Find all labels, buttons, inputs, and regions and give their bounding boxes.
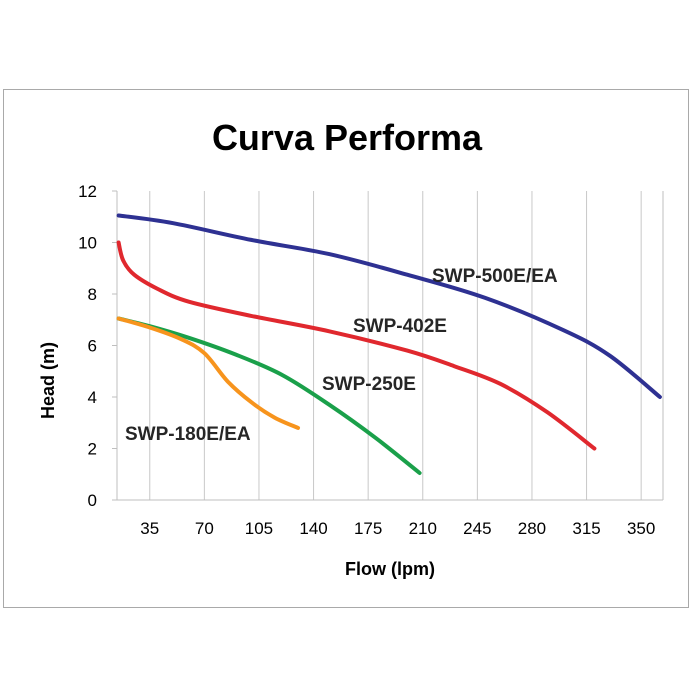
performance-chart: Curva Performa 35 70 105 140 175 210 245 280 315… [38, 117, 664, 579]
series-line-swp-180e-ea [116, 316, 300, 430]
x-tick-label-210: 210 [409, 519, 437, 538]
y-tick-label-12: 12 [78, 182, 97, 201]
x-tick-label-105: 105 [245, 519, 273, 538]
x-tick-label-350: 350 [627, 519, 655, 538]
series-label-swp-250e: SWP-250E [322, 374, 416, 395]
y-tick-label-0: 0 [88, 491, 97, 510]
series-label-swp-402e: SWP-402E [353, 316, 447, 337]
series-labels: SWP-500E/EA SWP-402E SWP-250E SWP-180E/EA [125, 266, 558, 445]
chart-title: Curva Performa [212, 117, 483, 158]
series-layer [116, 213, 662, 475]
x-axis-label: Flow (lpm) [345, 559, 435, 579]
y-tick-label-2: 2 [88, 440, 97, 459]
series-line-swp-402e [116, 240, 597, 451]
y-tick-label-8: 8 [88, 285, 97, 304]
x-tick-label-140: 140 [299, 519, 327, 538]
series-label-swp-180e-ea: SWP-180E/EA [125, 424, 251, 445]
series-label-swp-500e-ea: SWP-500E/EA [432, 266, 558, 287]
y-axis-label: Head (m) [38, 342, 58, 419]
x-tick-label-70: 70 [195, 519, 214, 538]
x-tick-label-280: 280 [518, 519, 546, 538]
x-tick-label-245: 245 [463, 519, 491, 538]
x-tick-label-175: 175 [354, 519, 382, 538]
y-tick-label-4: 4 [88, 388, 97, 407]
x-tick-label-35: 35 [140, 519, 159, 538]
tick-labels: 35 70 105 140 175 210 245 280 315 350 0 2 4 6 8 10 12 [78, 182, 655, 538]
y-tick-label-10: 10 [78, 234, 97, 253]
x-tick-label-315: 315 [572, 519, 600, 538]
y-tick-label-6: 6 [88, 337, 97, 356]
chart-frame: Curva Performa 35 70 105 140 175 210 245 280 315… [3, 89, 689, 608]
series-line-swp-500e-ea [116, 213, 662, 399]
